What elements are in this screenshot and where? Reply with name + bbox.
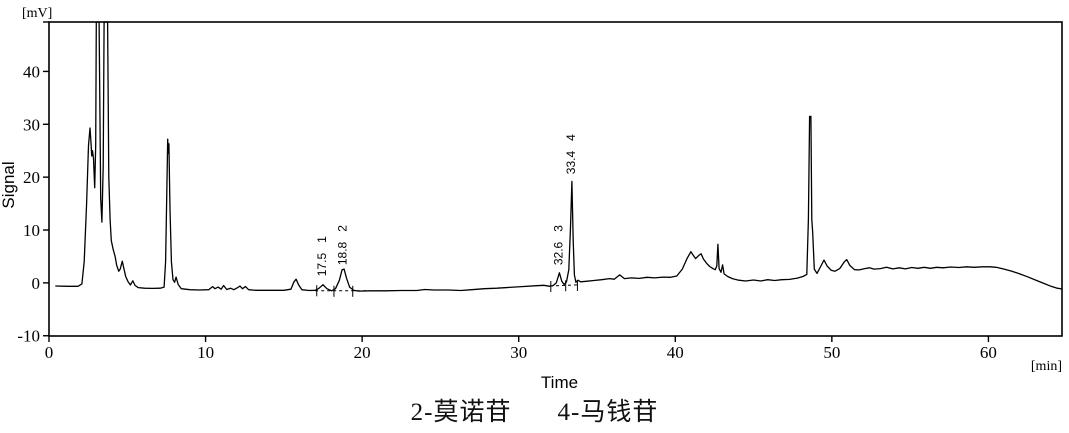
y-tick-label: 30 bbox=[23, 115, 40, 134]
y-tick-label: -10 bbox=[17, 327, 40, 346]
x-tick-label: 40 bbox=[667, 343, 684, 362]
y-tick-label: 20 bbox=[23, 168, 40, 187]
peak-number: 1 bbox=[315, 236, 329, 243]
x-tick-label: 0 bbox=[45, 343, 54, 362]
peak-label-1: 17.51 bbox=[315, 236, 329, 276]
y-axis-unit-label: [mV] bbox=[22, 6, 52, 21]
trace-signal bbox=[55, 21, 1063, 292]
peak-label-4: 33.44 bbox=[564, 134, 578, 174]
peak-retention-time: 33.4 bbox=[564, 151, 578, 175]
peak-number: 3 bbox=[551, 225, 565, 232]
peak-number: 4 bbox=[564, 134, 578, 141]
peak-label-3: 32.63 bbox=[551, 225, 565, 265]
y-tick-label: 10 bbox=[23, 221, 40, 240]
peak-retention-time: 17.5 bbox=[315, 253, 329, 277]
peak-number: 2 bbox=[335, 225, 349, 232]
y-tick-label: 40 bbox=[23, 62, 40, 81]
x-axis-unit-label: [min] bbox=[1031, 359, 1062, 374]
x-tick-label: 50 bbox=[823, 343, 840, 362]
integration-baseline bbox=[549, 284, 580, 287]
peak-retention-time: 18.8 bbox=[335, 241, 349, 265]
peak-retention-time: 32.6 bbox=[551, 241, 565, 265]
x-axis-title: Time bbox=[541, 373, 578, 392]
y-axis-title: Signal bbox=[0, 161, 18, 208]
plot-frame bbox=[48, 21, 1063, 337]
caption-compound-2: 2-莫诺苷 bbox=[410, 399, 512, 426]
x-tick-label: 10 bbox=[197, 343, 214, 362]
x-tick-label: 30 bbox=[510, 343, 527, 362]
caption-compound-4: 4-马钱苷 bbox=[557, 399, 659, 426]
x-tick-label: 20 bbox=[354, 343, 371, 362]
x-tick-label: 60 bbox=[980, 343, 997, 362]
y-tick-label: 0 bbox=[32, 274, 41, 293]
chromatogram-chart: 0 10 20 30 40 50 60 -10 0 10 20 30 40 [mV] [min] Signal… bbox=[0, 6, 1063, 392]
figure-caption: 2-莫诺苷 4-马钱苷 bbox=[0, 392, 1069, 428]
peak-label-2: 18.82 bbox=[335, 225, 349, 265]
